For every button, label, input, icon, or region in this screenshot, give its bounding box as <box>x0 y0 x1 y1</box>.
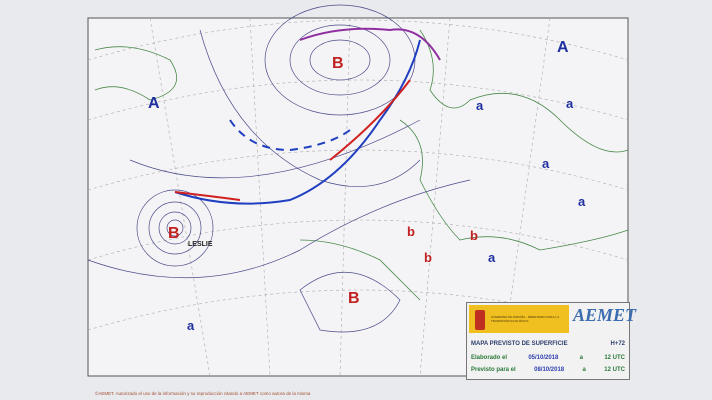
rel-low-label: b <box>407 224 415 239</box>
forecast-date: 08/10/2018 <box>534 367 565 373</box>
aemet-logo: AEMET <box>573 305 637 325</box>
forecast-time: 12 UTC <box>604 367 625 373</box>
warm-front-2 <box>329 79 411 161</box>
forecast-label: Previsto para el <box>471 367 516 373</box>
low-label: B <box>348 290 360 307</box>
low-label: B <box>332 55 344 72</box>
rel-high-label: a <box>566 96 574 111</box>
map-legend: GOBIERNO DE ESPAÑA · MINISTERIO PARA LA … <box>466 302 636 380</box>
coastlines <box>94 29 629 301</box>
forecast-range: H+72 <box>610 341 625 347</box>
rel-high-label: a <box>578 194 586 209</box>
warm-front <box>174 191 241 201</box>
coat-of-arms-icon <box>475 310 485 330</box>
rel-high-label: a <box>488 250 496 265</box>
rel-high-label: a <box>187 318 195 333</box>
rel-low-label: b <box>424 250 432 265</box>
map-title: MAPA PREVISTO DE SUPERFICIE <box>471 341 568 347</box>
elaborated-time: 12 UTC <box>604 355 625 361</box>
occluded-front <box>299 27 441 61</box>
elaborated-date: 05/10/2018 <box>528 355 559 361</box>
pressure-centers: A A B B B LESLIE a a a a a a b b b <box>148 39 586 333</box>
copyright-footer: ©AEMET. Autorizado el uso de la informac… <box>95 391 311 396</box>
high-label: A <box>557 39 569 56</box>
isobars <box>87 4 471 333</box>
government-logo: GOBIERNO DE ESPAÑA · MINISTERIO PARA LA … <box>469 305 569 333</box>
low-label: B <box>168 225 180 242</box>
rel-high-label: a <box>476 98 484 113</box>
separator: a <box>579 355 584 361</box>
elaborated-label: Elaborado el <box>471 355 508 361</box>
storm-name: LESLIE <box>188 241 213 248</box>
trough-line <box>229 119 351 152</box>
rel-low-label: b <box>470 228 478 243</box>
separator: a <box>582 367 586 373</box>
high-label: A <box>148 95 160 112</box>
cold-front <box>174 39 421 205</box>
government-text: GOBIERNO DE ESPAÑA · MINISTERIO PARA LA … <box>491 315 560 323</box>
rel-high-label: a <box>542 156 550 171</box>
